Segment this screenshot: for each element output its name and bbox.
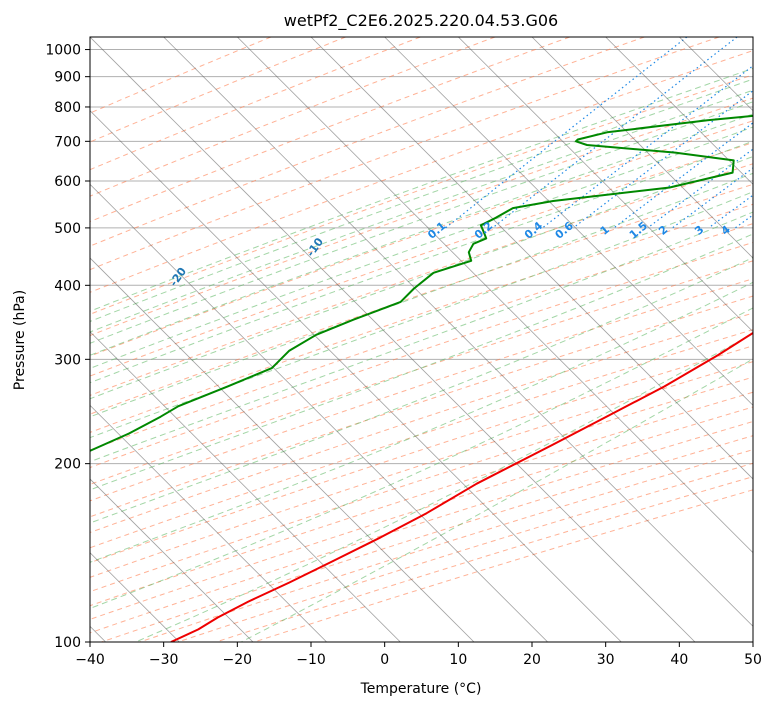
- isotherm--80: [90, 331, 401, 642]
- mixing-ratio-line-2: [672, 167, 753, 229]
- dry-adiabat-150: [90, 391, 753, 607]
- dry-adiabat-20: [90, 163, 753, 396]
- dry-adiabat-40: [90, 203, 753, 433]
- dry-adiabat-120: [90, 345, 753, 564]
- isotherm-0: [384, 37, 753, 406]
- moist-adiabat--20: [90, 67, 753, 312]
- x-tick-label: −30: [149, 652, 179, 668]
- dry-adiabat-60: [90, 241, 753, 469]
- dry-adiabat--70: [90, 37, 496, 197]
- moist-adiabat--8: [90, 101, 753, 344]
- dry-adiabat-140: [90, 376, 753, 593]
- isotherm-20: [531, 37, 753, 259]
- mixing-ratio-line-0.1: [445, 37, 688, 229]
- dry-adiabat--40: [90, 37, 720, 271]
- isotherm-10: [458, 37, 753, 333]
- isotherm--50: [90, 110, 622, 642]
- dry-adiabat--10: [90, 97, 753, 337]
- dry-adiabat--20: [90, 74, 753, 315]
- mixing-ratio-lines: [445, 37, 753, 229]
- y-tick-label: 400: [54, 278, 81, 294]
- y-tick-label: 100: [54, 635, 81, 651]
- x-tick-label: −40: [75, 652, 105, 668]
- x-tick-label: −20: [223, 652, 253, 668]
- x-tick-label: 20: [523, 652, 541, 668]
- x-tick-label: −10: [296, 652, 326, 668]
- moist-adiabat--16: [90, 78, 753, 323]
- mixing-ratio-line-0.2: [492, 37, 738, 229]
- isotherm--20: [237, 37, 753, 554]
- sounding-series: [90, 114, 753, 642]
- moist-adiabat-40: [135, 333, 753, 642]
- y-tick-label: 900: [54, 70, 81, 86]
- dry-adiabats: [90, 37, 753, 642]
- moist-adiabat-24: [90, 233, 753, 491]
- dry-adiabat--90: [90, 37, 346, 143]
- dry-adiabat-90: [90, 295, 753, 518]
- plot-frame: [89, 36, 754, 643]
- moist-adiabat-4: [90, 140, 753, 384]
- moist-adiabat--12: [90, 89, 753, 333]
- y-tick-label: 300: [54, 352, 81, 368]
- x-tick-label: 40: [670, 652, 688, 668]
- y-tick-label: 200: [54, 457, 81, 473]
- y-tick-label: 600: [54, 174, 81, 190]
- dewpoint-profile-line: [90, 114, 753, 452]
- isotherm-30: [605, 37, 753, 185]
- isotherm--100: [90, 478, 254, 642]
- dry-adiabat-30: [90, 183, 753, 415]
- dry-adiabat--30: [90, 50, 753, 293]
- x-axis-label: Temperature (°C): [360, 681, 482, 697]
- moist-adiabat--4: [90, 113, 753, 356]
- dry-adiabat-70: [90, 260, 753, 485]
- x-tick-label: 30: [597, 652, 615, 668]
- isotherm--40: [90, 37, 696, 642]
- moist-adiabat-44: [241, 358, 753, 642]
- moist-adiabat-32: [90, 281, 753, 563]
- temperature-profile-line: [170, 331, 753, 642]
- dry-adiabat--60: [90, 37, 570, 223]
- y-tick-label: 800: [54, 100, 81, 116]
- y-tick-label: 500: [54, 221, 81, 237]
- y-axis-label: Pressure (hPa): [12, 290, 28, 390]
- chart-title: wetPf2_C2E6.2025.220.04.53.G06: [284, 11, 558, 31]
- dry-adiabat-10: [90, 142, 753, 377]
- moist-adiabat-12: [90, 172, 753, 418]
- moist-adiabat-20: [90, 211, 753, 463]
- x-tick-label: 10: [449, 652, 467, 668]
- isotherm--30: [163, 37, 753, 627]
- dry-adiabat--100: [90, 37, 272, 114]
- mixing-ratio-line-1.5: [647, 148, 753, 229]
- x-tick-label: 0: [380, 652, 389, 668]
- isotherm--90: [90, 404, 327, 642]
- isotherm--60: [90, 183, 548, 642]
- moist-adiabat-28: [90, 257, 753, 524]
- x-tick-label: 50: [744, 652, 762, 668]
- y-tick-label: 1000: [45, 43, 81, 59]
- axis-ticks: −40 −30 −20 −10 0 10 20 30 40 50 100 200 300 400 500 60…: [45, 43, 762, 668]
- mixing-ratio-line-0.6: [572, 89, 753, 229]
- isotherm--10: [310, 37, 753, 480]
- y-tick-label: 700: [54, 134, 81, 150]
- dry-adiabat-110: [90, 329, 753, 549]
